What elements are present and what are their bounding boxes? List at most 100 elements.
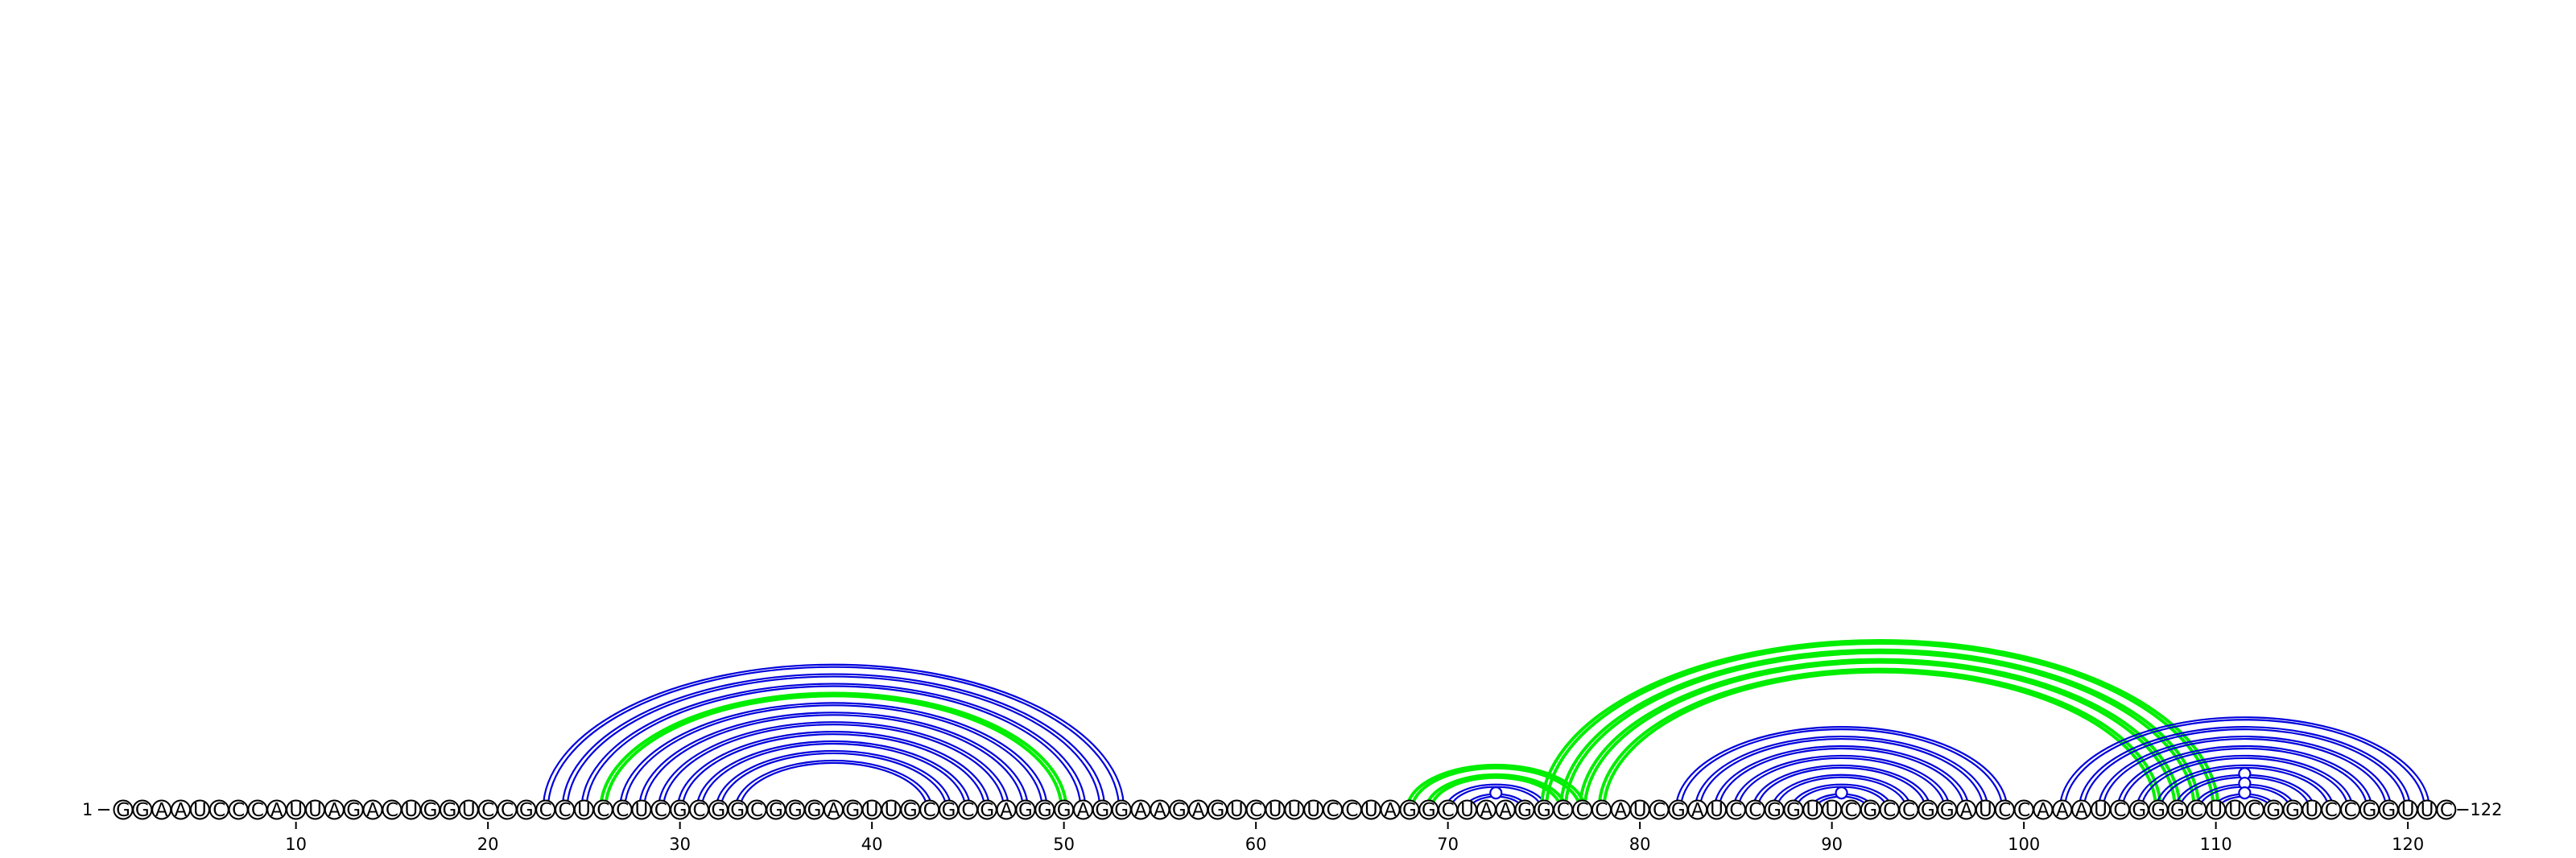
arc-inner-stroke [739,761,928,811]
nucleotide: U [2206,799,2227,821]
nucleotide: G [708,799,729,821]
nucleotide-letter: A [1077,800,1090,821]
nucleotide: G [1918,799,1938,821]
nucleotide: C [477,799,498,821]
nucleotide: G [439,799,460,821]
nucleotide-letter: C [923,800,936,821]
nucleotide: G [2378,799,2399,821]
arc-outer-stroke [1790,783,1893,811]
arc-inner-stroke [1410,765,1582,811]
nucleotide: G [516,799,537,821]
nucleotide-letter: G [116,800,130,821]
nucleotide: C [382,799,402,821]
nucleotide: U [2397,799,2418,821]
nucleotide: U [631,799,652,821]
nucleotide-letter: A [1480,800,1492,821]
nucleotide-letter: G [1402,800,1417,821]
nucleotide-letter: C [1653,800,1666,821]
nucleotide-letter: C [232,800,245,821]
base-pair-arc [1752,764,1931,811]
nucleotide-letter: U [2305,800,2318,821]
arc-inner-stroke [681,733,986,811]
arc-inner-stroke [1679,728,2004,811]
nucleotide: U [286,799,307,821]
nucleotide: A [1956,799,1977,821]
nucleotide: G [842,799,863,821]
hairpin-loop-markers [1489,767,2252,800]
nucleotide: U [2301,799,2322,821]
base-pair-arc [580,683,1087,811]
tick-label: 60 [1245,835,1267,854]
base-pair-arc [2097,736,2392,811]
nucleotide-letter: G [980,800,994,821]
arc-outer-stroke [1405,763,1587,811]
nucleotide-letter: C [961,800,974,821]
nucleotide-letter: G [1038,800,1052,821]
nucleotide-letter: A [175,800,188,821]
nucleotide: G [343,799,364,821]
nucleotide: U [401,799,422,821]
nucleotide-letter: U [2401,800,2415,821]
base-pair-arc [542,663,1125,811]
tick-label: 100 [2008,835,2040,854]
tick-label: 10 [285,835,307,854]
nucleotide: C [247,799,268,821]
nucleotide-letter: U [1979,800,1992,821]
nucleotide-circle [2436,799,2457,820]
arc-inner-stroke [700,742,967,811]
nucleotide: G [2359,799,2380,821]
nucleotide-letter: C [1327,800,1340,821]
pseudoknot-arc [1424,773,1567,811]
nucleotide-letter: A [1192,800,1205,821]
arc-outer-stroke [561,673,1106,811]
base-pair-arc [2078,726,2412,811]
nucleotide: C [1438,799,1459,821]
arc-outer-stroke [2116,745,2373,811]
pseudoknot-arc [1539,638,2220,811]
nucleotide-letter: G [346,800,361,821]
nucleotide: C [1572,799,1593,821]
nucleotide: C [1898,799,1919,821]
pseudoknot-arc [1578,658,2182,811]
nucleotide: G [2148,799,2169,821]
arc-outer-stroke [2058,716,2431,811]
arc-inner-stroke [1737,757,1946,811]
nucleotide-letter: G [1018,800,1033,821]
arc-outer-stroke [1558,648,2201,811]
arc-outer-stroke [1578,658,2182,811]
nucleotide-letter: C [1442,800,1455,821]
nucleotide: G [785,799,806,821]
nucleotide-letter: A [1614,800,1627,821]
arc-outer-stroke [542,663,1125,811]
base-pair-arc [1694,736,1989,811]
nucleotide-letter: G [2170,800,2185,821]
tick-label: 110 [2200,835,2232,854]
nucleotide: A [823,799,844,821]
arc-outer-stroke [1539,638,2220,811]
nucleotide: A [1380,799,1401,821]
arc-inner-stroke [1718,747,1965,811]
nucleotide: G [1937,799,1958,821]
arc-outer-stroke [1732,754,1951,811]
nucleotide-letter: C [1595,800,1608,821]
nucleotide: G [1015,799,1036,821]
arc-inner-stroke [547,666,1121,811]
nucleotide-letter: U [635,800,649,821]
nucleotide: C [1744,799,1765,821]
nucleotide: A [1130,799,1151,821]
nucleotide: A [1687,799,1708,821]
nucleotide-letter: C [2440,800,2453,821]
nucleotide-letter: G [942,800,956,821]
nucleotide-letter: G [2132,800,2146,821]
nucleotide-letter: C [2325,800,2338,821]
nucleotide: A [2052,799,2073,821]
arc-inner-stroke [1757,766,1926,811]
nucleotide-letter: U [308,800,322,821]
nucleotide: C [2013,799,2034,821]
nucleotide-letter: A [2037,800,2050,821]
nucleotide-letter: C [2017,800,2030,821]
arc-inner-stroke [662,724,1005,811]
nucleotide: G [1207,799,1228,821]
nucleotide: C [2244,799,2264,821]
